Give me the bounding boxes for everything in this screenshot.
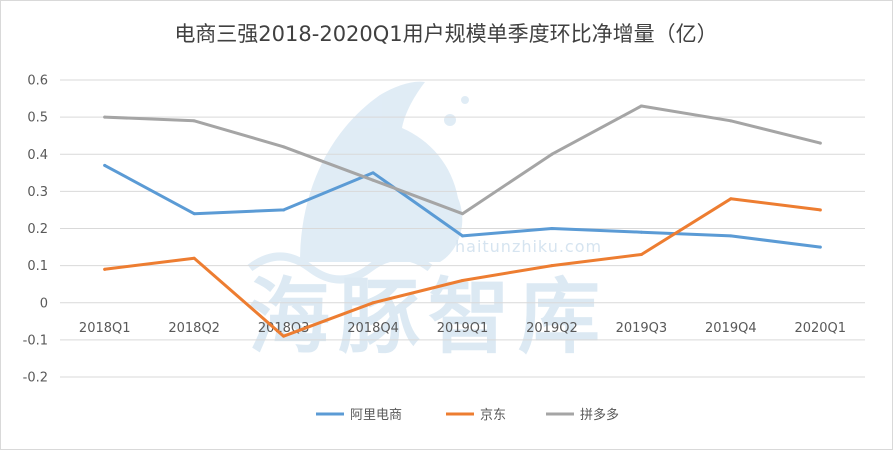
data-point [371,301,375,305]
watermark-brand: 海豚智库 [248,270,608,365]
x-tick-label: 2020Q1 [794,321,846,336]
data-point [192,212,196,216]
series-lines [103,104,822,338]
data-point [103,115,107,119]
watermark: haitunzhiku.com 海豚智库 [247,81,608,365]
data-point [639,252,643,256]
watermark-wave [247,252,433,284]
legend-label: 拼多多 [580,407,619,423]
y-tick-label: -0.2 [23,371,48,386]
x-axis-tick-labels: 2018Q1 2018Q2 2018Q3 2018Q4 2019Q1 2019Q2 2019… [79,321,846,336]
y-tick-label: 0.1 [27,259,48,274]
legend-label: 京东 [480,408,506,423]
data-point [639,230,643,234]
x-tick-label: 2018Q4 [347,321,399,336]
y-tick-label: 0.2 [27,222,48,237]
data-point [282,334,286,338]
y-axis-tick-labels: -0.2 -0.1 0 0.1 0.2 0.3 0.4 0.5 0.6 [23,74,48,386]
y-tick-label: 0 [40,296,48,311]
data-point [729,234,733,238]
y-tick-label: 0.5 [27,111,48,126]
data-point [550,152,554,156]
legend-label: 阿里电商 [350,408,402,423]
data-point [371,171,375,175]
x-tick-label: 2019Q3 [616,321,668,336]
x-tick-label: 2019Q1 [437,321,489,336]
data-point [103,163,107,167]
data-point [818,141,822,145]
data-point [729,119,733,123]
data-point [192,256,196,260]
data-point [729,197,733,201]
data-point [461,278,464,282]
data-point [639,104,643,108]
y-tick-label: -0.1 [23,333,48,348]
data-point [461,212,464,216]
watermark-bubble [444,114,456,126]
data-point [818,208,822,212]
gridlines [60,79,865,378]
data-point [550,264,554,268]
y-tick-label: 0.4 [27,148,48,163]
data-point [103,267,107,271]
watermark-dolphin-logo [300,81,463,262]
chart-title: 电商三强2018-2020Q1用户规模单季度环比净增量（亿） [174,22,717,46]
x-tick-label: 2018Q1 [79,321,131,336]
data-point [282,208,286,212]
x-tick-label: 2019Q4 [705,321,757,336]
y-tick-label: 0.3 [27,185,48,200]
data-point [192,119,196,123]
data-point [371,178,375,182]
x-tick-label: 2018Q2 [168,321,220,336]
data-point [550,227,554,230]
watermark-url: haitunzhiku.com [455,237,602,256]
legend: 阿里电商 京东 拼多多 [316,407,619,423]
data-point [282,145,286,149]
x-tick-label: 2019Q2 [526,321,578,336]
watermark-bubble [461,96,469,104]
data-point [818,245,822,249]
data-point [461,234,464,238]
y-tick-label: 0.6 [27,74,48,89]
